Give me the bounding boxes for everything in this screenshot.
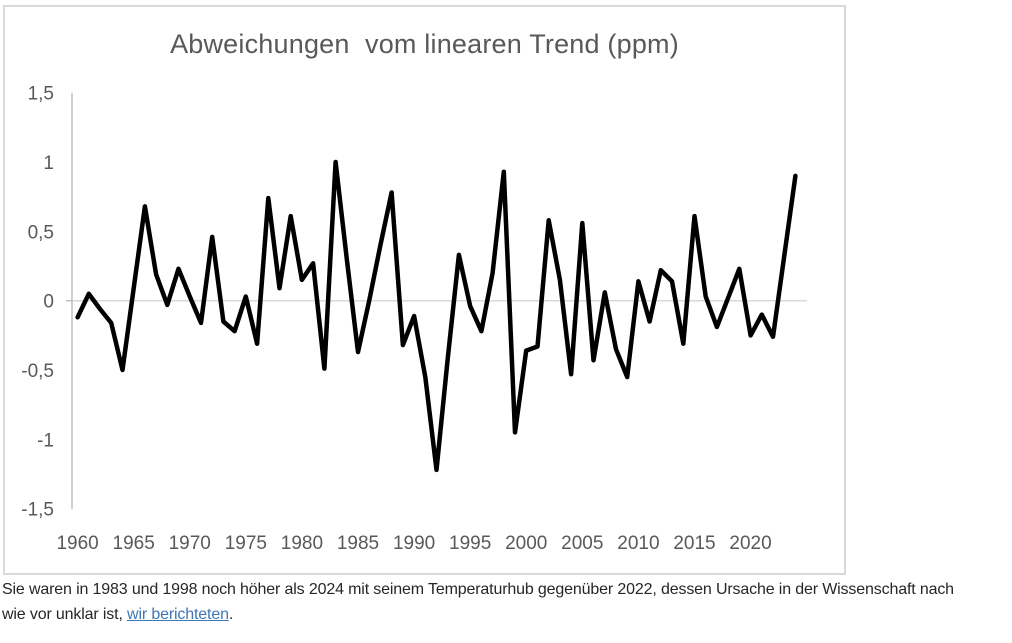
- x-tick-label: 1970: [169, 533, 211, 554]
- x-tick-label: 2000: [505, 533, 547, 554]
- x-tick-label: 2015: [673, 533, 715, 554]
- caption: Sie waren in 1983 und 1998 noch höher al…: [2, 577, 1012, 627]
- trend-polyline: [75, 159, 798, 473]
- x-tick-label: 1995: [449, 533, 491, 554]
- x-tick-label: 1975: [225, 533, 267, 554]
- y-tick-label: 1,5: [28, 84, 54, 105]
- y-tick-label: 0: [43, 292, 54, 313]
- x-tick-label: 1985: [337, 533, 379, 554]
- x-tick-label: 1960: [56, 533, 98, 554]
- x-tick-label: 1965: [113, 533, 155, 554]
- x-tick-label: 2020: [729, 533, 771, 554]
- caption-period: .: [228, 606, 234, 623]
- caption-line-2: wie vor unklar ist, wir berichteten.: [2, 602, 1012, 627]
- x-tick-label: 1990: [393, 533, 435, 554]
- wir-berichteten-link[interactable]: wir berichteten: [127, 606, 229, 623]
- chart-container: Abweichungen vom linearen Trend (ppm) 1,…: [3, 5, 846, 575]
- x-tick-label: 1980: [281, 533, 323, 554]
- caption-line-1: Sie waren in 1983 und 1998 noch höher al…: [2, 581, 954, 598]
- y-tick-label: -1,5: [21, 500, 54, 521]
- caption-line-2-text: wie vor unklar ist,: [2, 606, 128, 623]
- y-tick-label: -0,5: [21, 361, 54, 382]
- y-tick-label: -1: [37, 430, 54, 451]
- x-tick-label: 2005: [561, 533, 603, 554]
- y-tick-label: 0,5: [28, 222, 54, 243]
- x-tick-label: 2010: [617, 533, 659, 554]
- chart-title: Abweichungen vom linearen Trend (ppm): [170, 29, 679, 59]
- y-tick-label: 1: [43, 153, 54, 174]
